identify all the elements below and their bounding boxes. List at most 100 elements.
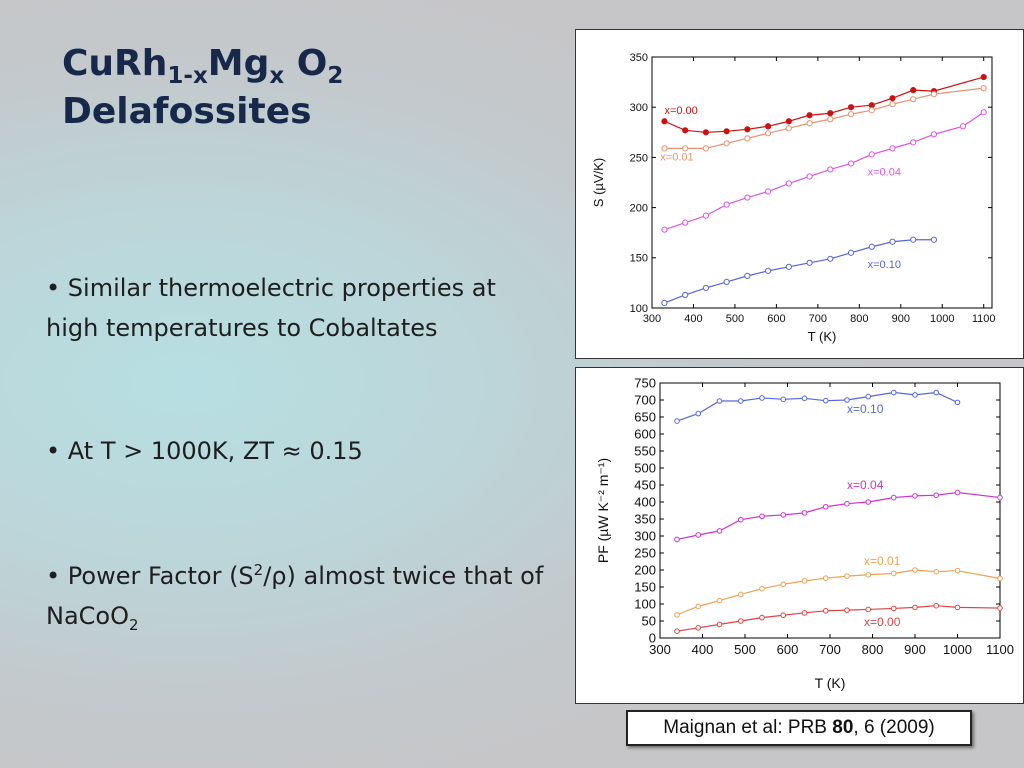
bullet-superscript: 2 (253, 561, 264, 579)
x-tick-label: 1100 (986, 642, 1014, 657)
plot-frame (659, 382, 1001, 639)
series-label: x=0.00 (664, 105, 697, 117)
bullet-thermoelectric: • Similar thermoelectric properties at h… (46, 274, 496, 342)
data-point (827, 166, 834, 173)
y-tick-label: 650 (634, 410, 656, 425)
data-point (865, 571, 872, 578)
title-text: O (284, 43, 328, 84)
y-tick-label: 300 (630, 102, 648, 114)
data-point (723, 128, 730, 135)
series-line (664, 239, 934, 304)
x-tick-label: 500 (734, 642, 756, 657)
data-point (682, 145, 689, 152)
data-point (912, 493, 918, 499)
data-point (997, 575, 1003, 582)
bullet-text: /ρ) almost twice that of NaCoO (46, 562, 544, 630)
data-point (827, 110, 834, 117)
x-tick-label: 1100 (972, 313, 996, 325)
data-point (759, 513, 765, 520)
data-point (827, 255, 834, 262)
data-point (954, 489, 961, 496)
data-point (785, 180, 792, 187)
data-point (780, 512, 787, 518)
title-subscript: 2 (327, 63, 344, 89)
x-axis-label: T (K) (815, 675, 846, 691)
y-tick-label: 600 (634, 427, 656, 442)
x-tick-label: 900 (904, 642, 926, 657)
data-point (661, 299, 668, 307)
y-axis-label: S (µV/K) (591, 158, 606, 207)
y-tick-label: 100 (634, 597, 656, 612)
title-line-2: Delafossites (62, 91, 312, 132)
data-point (695, 603, 702, 610)
data-point (695, 625, 702, 631)
series-label: x=0.04 (847, 478, 884, 492)
data-point (661, 226, 668, 233)
title-subscript: 1-x (167, 63, 208, 89)
y-tick-label: 350 (630, 52, 648, 64)
y-axis-label: PF (µW K⁻² m⁻¹) (595, 458, 611, 563)
data-point (889, 101, 896, 108)
power-factor-chart-svg: 300 400 500 600 700 800 900 1000 1100 0 50 100 150 20… (595, 376, 1014, 691)
data-point (910, 139, 917, 146)
data-point (702, 145, 710, 152)
series-label: x=0.00 (864, 615, 901, 629)
data-point (980, 109, 987, 116)
data-point (764, 130, 772, 137)
citation-text: , 6 (2009) (853, 717, 935, 738)
data-point (702, 212, 710, 219)
data-point (844, 397, 850, 403)
data-point (806, 120, 813, 127)
y-tick-label: 400 (634, 495, 656, 510)
data-point (702, 284, 710, 292)
data-point (801, 395, 808, 402)
y-tick-label: 300 (634, 529, 656, 544)
x-tick-label: 800 (850, 313, 868, 325)
data-point (890, 389, 897, 396)
x-tick-label: 700 (819, 642, 841, 657)
x-tick-label: 600 (767, 313, 785, 325)
x-tick-label: 400 (692, 642, 714, 657)
power-factor-chart: 300 400 500 600 700 800 900 1000 1100 0 50 100 150 20… (575, 367, 1024, 704)
series-label: x=0.10 (847, 402, 884, 416)
data-point (674, 418, 680, 424)
y-tick-label: 200 (630, 202, 648, 214)
data-point (930, 131, 938, 138)
x-tick-label: 800 (862, 642, 884, 657)
data-point (723, 278, 730, 285)
data-point (737, 591, 744, 598)
data-point (980, 85, 987, 92)
seebeck-chart-svg: 300 400 500 600 700 800 900 1000 1100 100 150 200 25… (591, 52, 996, 344)
series-label: x=0.10 (868, 259, 901, 271)
series-line (664, 111, 985, 231)
title-text: Mg (207, 43, 270, 84)
x-tick-label: 1000 (930, 313, 954, 325)
y-tick-label: 200 (634, 563, 656, 578)
data-point (682, 127, 689, 134)
data-point (912, 604, 918, 611)
data-point (930, 236, 938, 243)
data-point (822, 575, 829, 581)
bullet-subscript: 2 (129, 616, 139, 634)
data-point (933, 389, 940, 396)
series-line (676, 569, 1001, 616)
x-tick-label: 400 (684, 313, 702, 325)
y-tick-label: 450 (634, 478, 656, 493)
data-point (785, 118, 792, 125)
data-point (865, 606, 872, 613)
data-point (889, 145, 896, 152)
data-point (801, 578, 808, 584)
y-tick-label: 50 (642, 614, 656, 629)
series-label: x=0.01 (864, 554, 901, 568)
data-point (780, 396, 787, 403)
y-tick-label: 150 (630, 253, 648, 265)
data-point (954, 567, 961, 574)
x-tick-label: 700 (809, 313, 827, 325)
data-point (744, 194, 751, 201)
data-point (868, 151, 875, 158)
data-point (890, 570, 897, 577)
data-point (997, 605, 1003, 611)
data-point (997, 494, 1003, 501)
data-point (890, 605, 897, 612)
data-point (780, 581, 787, 588)
